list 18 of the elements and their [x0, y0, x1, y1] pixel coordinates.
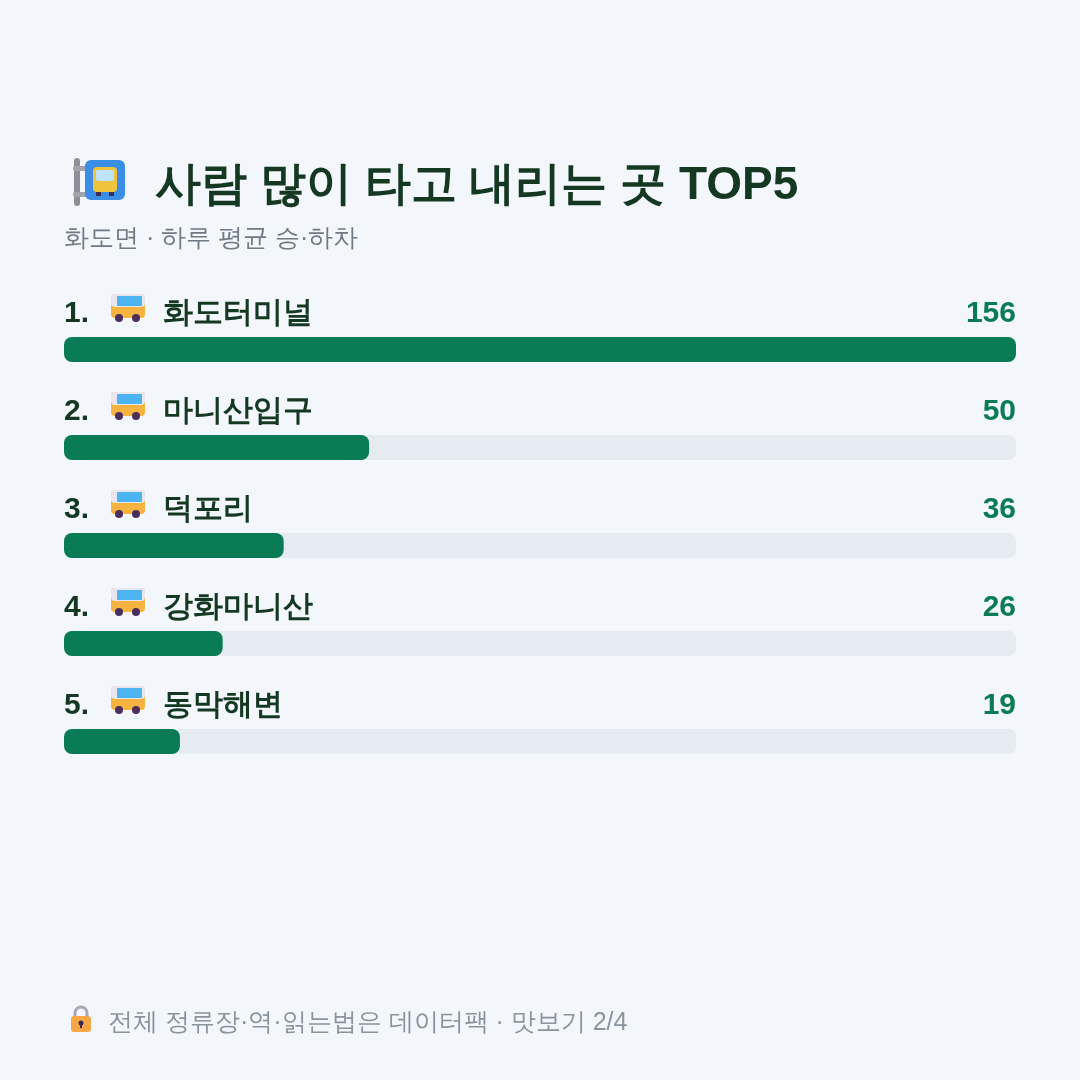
category: 동막해변	[163, 687, 283, 720]
subtitle: 화도면 · 하루 평균 승·하차	[64, 223, 359, 251]
annotation: 전체 정류장·역·읽는법은 데이터팩 · 맛보기 2/4	[108, 1007, 628, 1035]
category: 화도터미널	[163, 295, 313, 328]
data-label: 156	[965, 295, 1016, 328]
title: 사람 많이 타고 내리는 곳 TOP5	[155, 157, 799, 209]
data-label: 50	[982, 393, 1016, 426]
category: 마니산입구	[163, 393, 313, 426]
data-label: 19	[982, 687, 1016, 720]
data-label: 26	[982, 589, 1016, 622]
category: 덕포리	[163, 491, 253, 524]
category-rank: 3.	[64, 491, 90, 524]
category: 강화마니산	[163, 589, 313, 622]
data-label: 36	[982, 491, 1016, 524]
category-rank: 5.	[64, 687, 90, 720]
category-rank: 2.	[64, 393, 90, 426]
category-rank: 4.	[64, 589, 90, 622]
category-rank: 1.	[64, 295, 90, 328]
